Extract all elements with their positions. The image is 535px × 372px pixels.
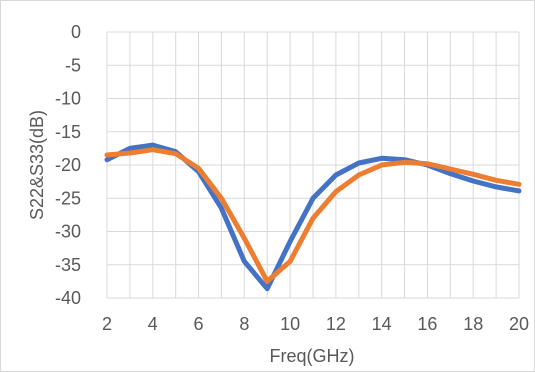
- y-axis-title: S22&S33(dB): [27, 110, 47, 220]
- x-tick-label: 10: [280, 314, 300, 334]
- x-tick-labels: 2 4 6 8 10 12 14 16 18 20: [102, 314, 529, 334]
- series-line-2: [104, 147, 522, 284]
- x-tick-label: 6: [194, 314, 204, 334]
- y-tick-label: -30: [55, 222, 81, 242]
- x-axis-title: Freq(GHz): [270, 346, 355, 366]
- y-tick-label: -35: [55, 255, 81, 275]
- x-tick-label: 2: [102, 314, 112, 334]
- x-tick-label: 20: [509, 314, 529, 334]
- x-tick-label: 12: [326, 314, 346, 334]
- y-tick-label: 0: [71, 22, 81, 42]
- y-tick-label: -20: [55, 155, 81, 175]
- y-tick-label: -25: [55, 188, 81, 208]
- y-tick-label: -10: [55, 89, 81, 109]
- series-lines: [104, 142, 522, 292]
- x-tick-label: 16: [417, 314, 437, 334]
- y-tick-labels: 0 -5 -10 -15 -20 -25 -30 -35 -40: [55, 22, 81, 308]
- y-tick-label: -40: [55, 288, 81, 308]
- x-tick-label: 14: [372, 314, 392, 334]
- x-tick-label: 4: [148, 314, 158, 334]
- x-tick-label: 8: [239, 314, 249, 334]
- x-tick-label: 18: [463, 314, 483, 334]
- grid: [106, 31, 520, 299]
- y-tick-label: -15: [55, 122, 81, 142]
- y-tick-label: -5: [65, 55, 81, 75]
